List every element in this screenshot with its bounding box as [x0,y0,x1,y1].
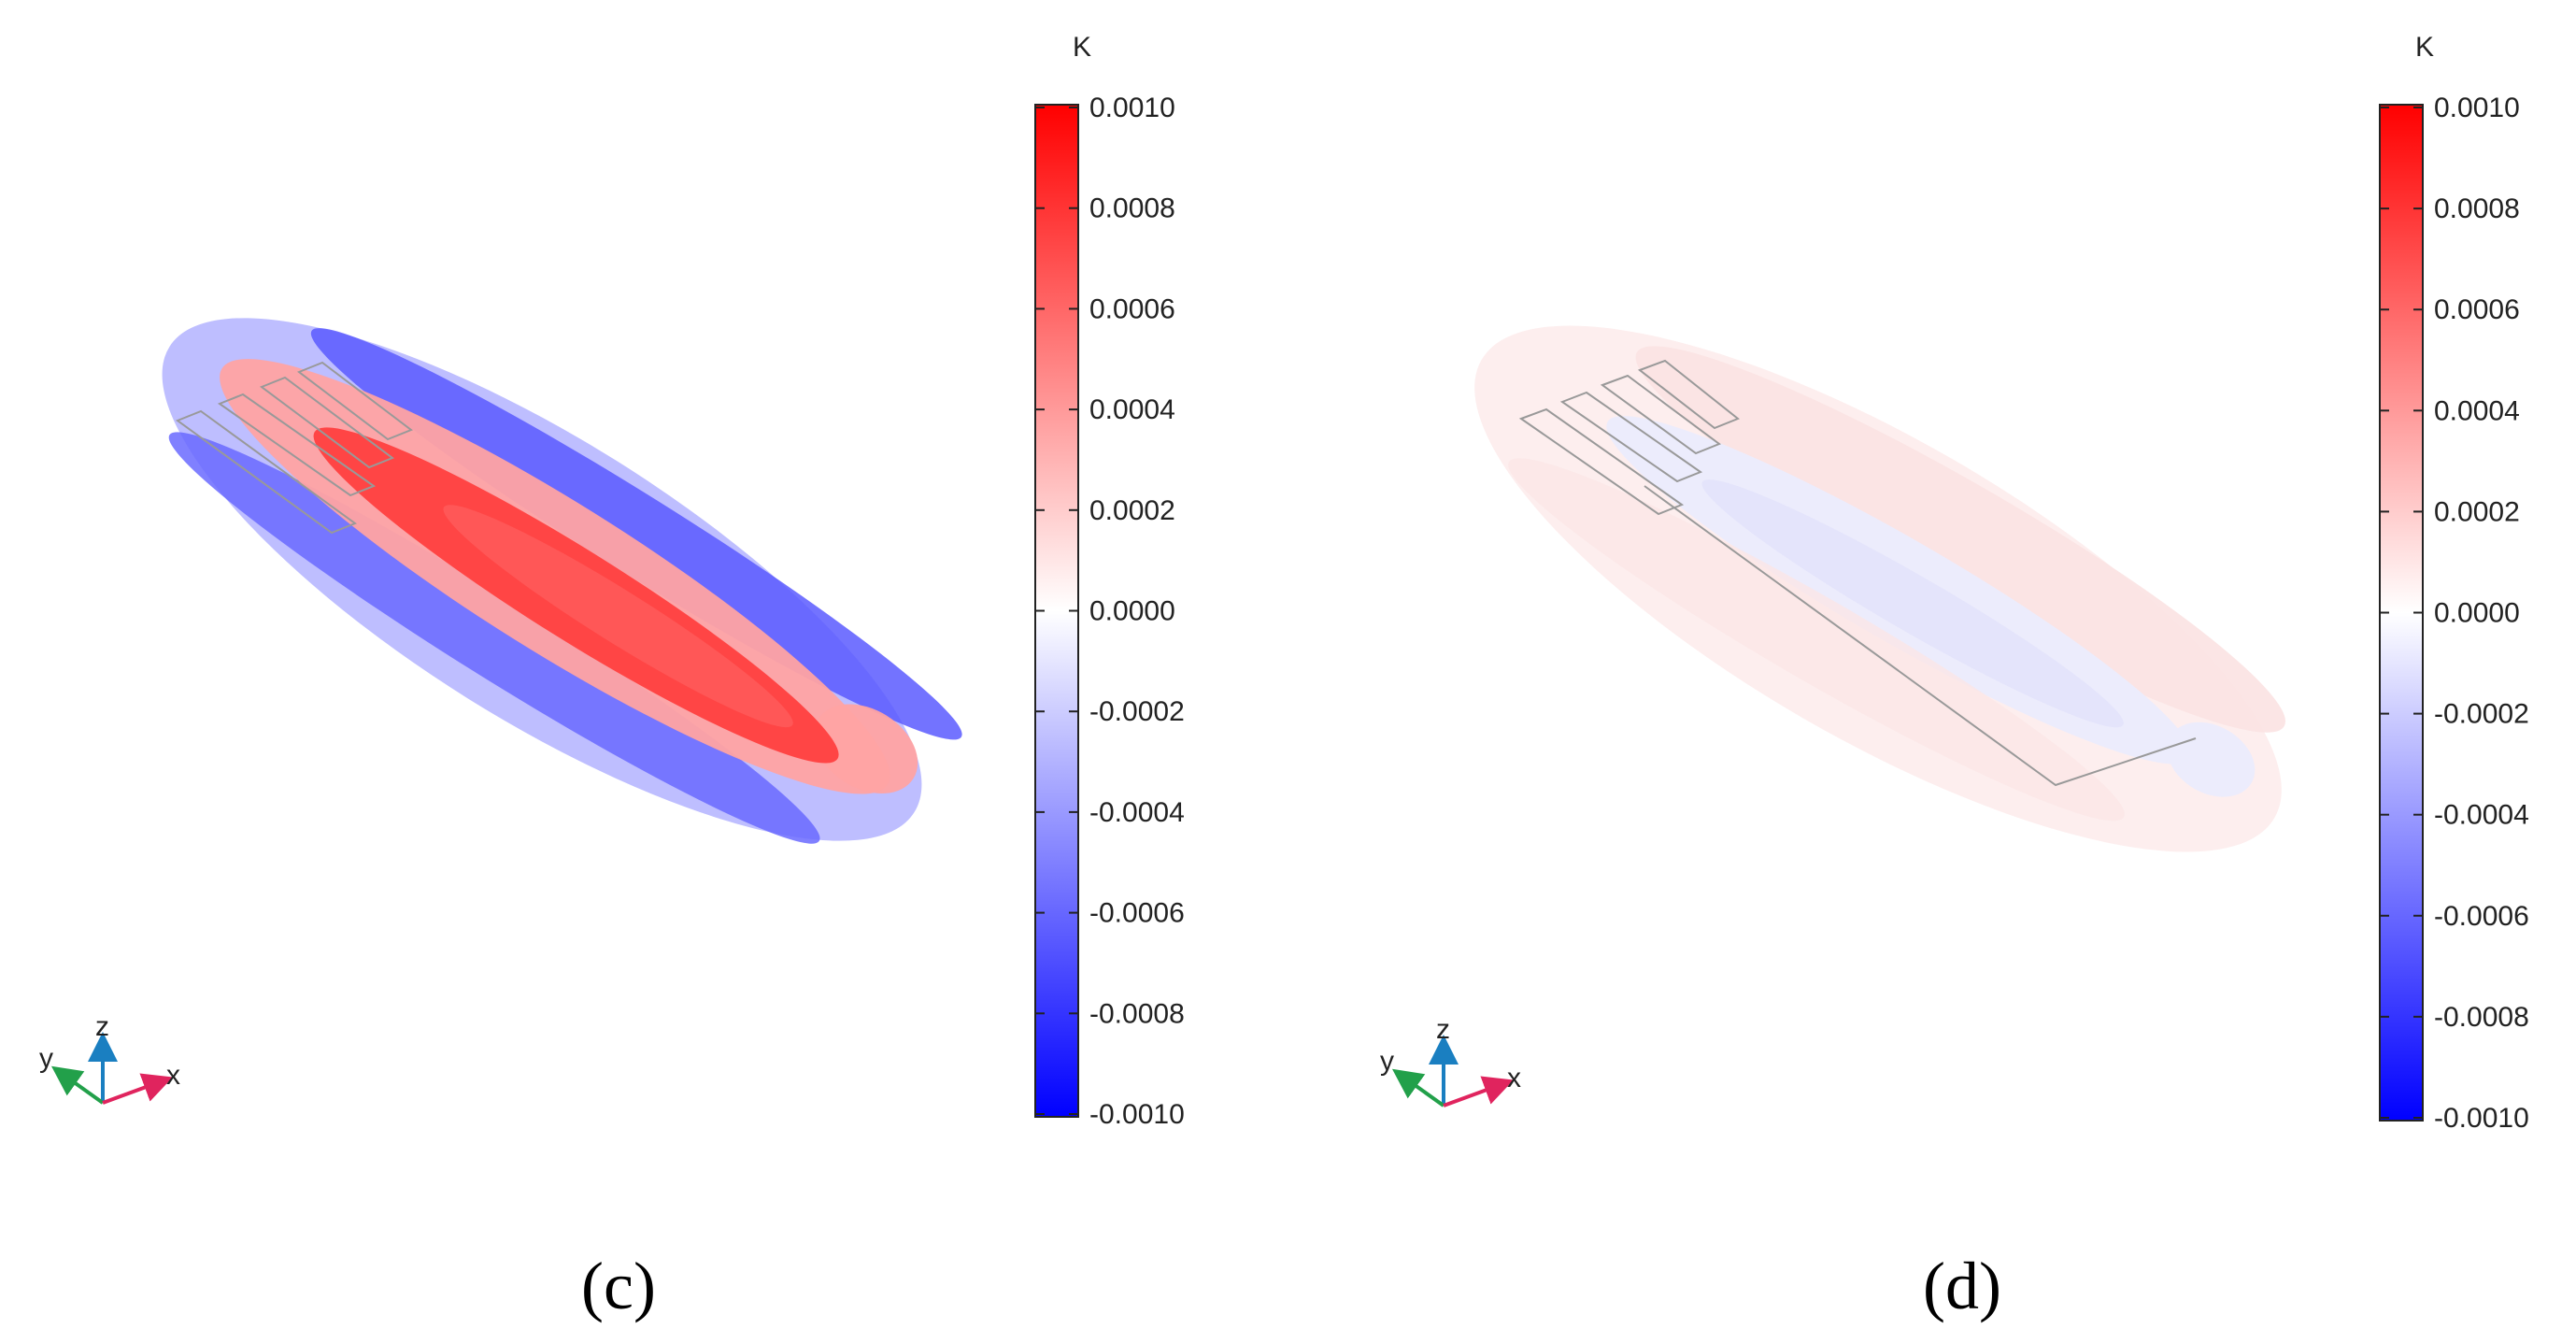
colorbar-tick-label: 0.0010 [1089,93,1175,123]
colorbar-unit: K [2415,32,2434,63]
isosurface-red-faint-upper [1635,346,2286,733]
colorbar-tick-label: -0.0006 [1089,898,1185,929]
colorbar-tick-label: 0.0002 [1089,495,1175,526]
colorbar-tick-label: 0.0002 [2434,496,2520,527]
electrode-outline-d [1518,359,2197,787]
axis-label-y: y [39,1043,53,1074]
axis-label-z: z [1436,1014,1450,1045]
colorbar-tick-label: -0.0010 [1089,1099,1185,1130]
panel-c: z y x K 0.00100.00080.00060.00040.00020.… [39,32,1185,1323]
colorbar-tick-label: 0.0004 [2434,395,2520,426]
colorbar-tick-label: 0.0000 [1089,596,1175,627]
isosurface-blue-upper [310,328,962,740]
colorbar-tick-label: 0.0006 [2434,294,2520,325]
plot-d [1474,325,2286,852]
isosurface-red-core-highlight [443,505,793,728]
colorbar-tick-label: -0.0004 [1089,797,1185,828]
colorbar-tick-label: 0.0004 [1089,394,1175,425]
axis-triad-c: z y x [39,1011,180,1105]
axis-label-x: x [1507,1063,1521,1093]
colorbar-ticks: 0.0010 0.0008 0.0006 0.0004 0.0002 0.0000 -0.0… [1035,93,1185,1130]
electrode-outline-c [175,361,414,535]
panel-label-c: (c) [581,1249,656,1323]
isosurface-blue-faint-core [1701,479,2124,728]
colorbar-tick-label: -0.0004 [2434,800,2529,831]
colorbar-tick-label: -0.0006 [2434,901,2529,932]
colorbar-tick-label: -0.0002 [2434,699,2529,730]
axis-label-x: x [166,1060,180,1091]
colorbar-tick-label: -0.0008 [2434,1002,2529,1033]
panel-label-d: (d) [1923,1249,2001,1323]
colorbar-tick-label: -0.0008 [1089,998,1185,1029]
colorbar-tick-label: 0.0008 [1089,193,1175,224]
colorbar-unit: K [1073,32,1091,63]
colorbar-tick-label: 0.0010 [2434,93,2520,123]
panel-d: z y x K 0.00100.00080.00060.00040.00020.… [1380,32,2529,1323]
isosurface-red-faint-lower [1508,458,2125,822]
colorbar-tick-label: 0.0008 [2434,193,2520,224]
isosurface-blue-lower [168,432,820,844]
colorbar-tick-label: 0.0006 [1089,293,1175,324]
colorbar-tick-label: -0.0002 [1089,696,1185,727]
colorbar-tick-label: -0.0010 [2434,1103,2529,1134]
colorbar-ticks: 0.0010 0.0008 0.0006 0.0004 0.0002 0.0000 -0.0… [2380,93,2529,1134]
colorbar-tick-label: 0.0000 [2434,598,2520,629]
colorbar-c: K 0.0010 0.0008 0.0006 0.0004 0.0002 0.0000 -0… [1034,32,1185,1130]
plot-c [162,318,962,844]
axis-triad-d: z y x [1380,1014,1521,1108]
axis-label-y: y [1380,1046,1394,1077]
axis-label-z: z [95,1011,109,1042]
isosurface-red-tail [814,704,918,793]
colorbar-d: K 0.0010 0.0008 0.0006 0.0004 0.0002 0.0000 -0… [2379,32,2529,1134]
